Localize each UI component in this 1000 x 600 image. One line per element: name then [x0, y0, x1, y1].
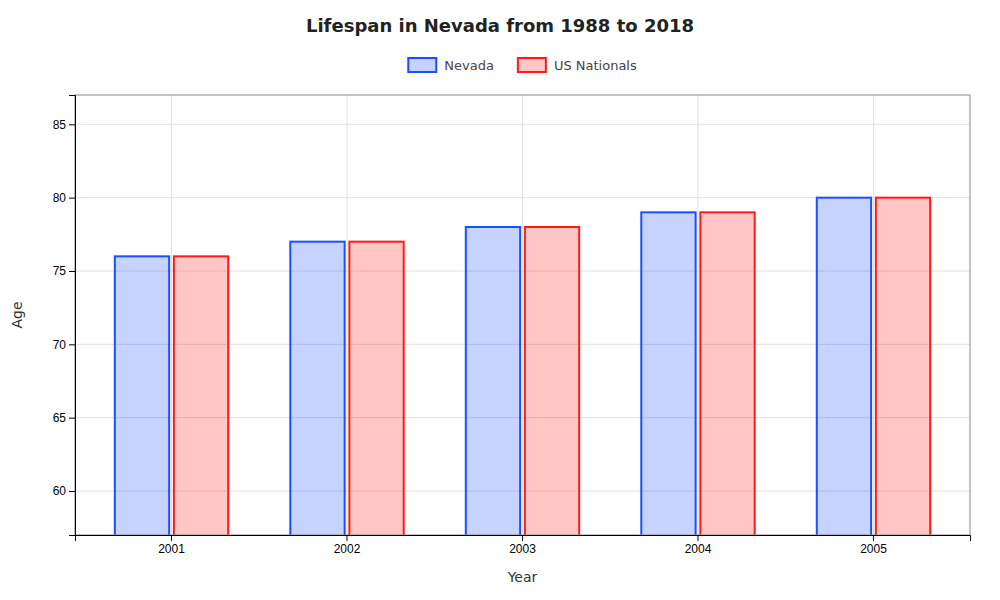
y-tick-label: 65	[53, 411, 67, 425]
bar	[700, 212, 754, 535]
y-tick: 70	[53, 338, 75, 352]
bar	[876, 198, 930, 535]
x-grid-line	[171, 95, 172, 535]
y-tick-label: 60	[53, 484, 67, 498]
y-axis-line	[69, 96, 76, 536]
y-tick-mark	[69, 271, 75, 272]
bar	[115, 256, 169, 535]
y-axis-title: Age	[9, 301, 25, 328]
x-grid-line	[347, 95, 348, 535]
x-grid-line	[873, 95, 874, 535]
y-tick-mark	[69, 344, 75, 345]
y-tick: 60	[53, 484, 75, 498]
y-tick-mark	[69, 418, 75, 419]
legend-label: Nevada	[444, 58, 494, 73]
x-tick: 2002	[334, 535, 361, 556]
y-axis: 60 65 70 75 80 85	[53, 96, 76, 536]
x-tick: 2005	[860, 535, 887, 556]
x-tick-label: 2005	[860, 542, 887, 556]
x-tick-label: 2004	[685, 542, 712, 556]
x-tick-mark	[347, 535, 348, 541]
bar	[466, 227, 520, 535]
x-tick-mark	[873, 535, 874, 541]
bar	[525, 227, 579, 535]
plot-frame	[75, 95, 970, 535]
y-tick: 80	[53, 191, 75, 205]
y-tick: 65	[53, 411, 75, 425]
y-tick-label: 70	[53, 338, 67, 352]
chart-title: Lifespan in Nevada from 1988 to 2018	[306, 15, 694, 36]
y-tick: 85	[53, 118, 75, 132]
x-tick-label: 2003	[509, 542, 536, 556]
legend-label: US Nationals	[554, 58, 637, 73]
bar	[641, 212, 695, 535]
y-tick-mark	[69, 124, 75, 125]
x-tick-mark	[522, 535, 523, 541]
y-tick-label: 75	[53, 264, 67, 278]
x-tick: 2004	[685, 535, 712, 556]
x-tick-label: 2001	[158, 542, 185, 556]
legend: Nevada US Nationals	[408, 58, 637, 73]
x-axis-title: Year	[507, 569, 538, 585]
x-grid-line	[522, 95, 523, 535]
x-tick-label: 2002	[334, 542, 361, 556]
x-tick-mark	[697, 535, 698, 541]
bar-series	[174, 198, 930, 535]
plot-area: 2001 2002 2003 2004 2005 60 65 70 75 80 85	[53, 95, 971, 600]
bar	[817, 198, 871, 535]
x-axis-line	[76, 536, 971, 542]
legend-item: Nevada	[408, 58, 494, 73]
x-grid-line	[697, 95, 698, 535]
bar	[290, 242, 344, 535]
bar	[174, 256, 228, 535]
bar-series	[115, 198, 871, 535]
bars	[115, 198, 930, 535]
y-tick-mark	[69, 491, 75, 492]
x-tick-mark	[171, 535, 172, 541]
legend-swatch	[408, 58, 436, 72]
y-tick-label: 80	[53, 191, 67, 205]
y-tick-label: 85	[53, 118, 67, 132]
x-axis: 2001 2002 2003 2004 2005	[76, 535, 971, 556]
bar	[349, 242, 403, 535]
y-tick: 75	[53, 264, 75, 278]
x-tick: 2003	[509, 535, 536, 556]
chart-svg: 2001 2002 2003 2004 2005 60 65 70 75 80 85 Year Age L…	[0, 0, 1000, 600]
y-tick-mark	[69, 198, 75, 199]
legend-item: US Nationals	[518, 58, 637, 73]
legend-swatch	[518, 58, 546, 72]
x-tick: 2001	[158, 535, 185, 556]
